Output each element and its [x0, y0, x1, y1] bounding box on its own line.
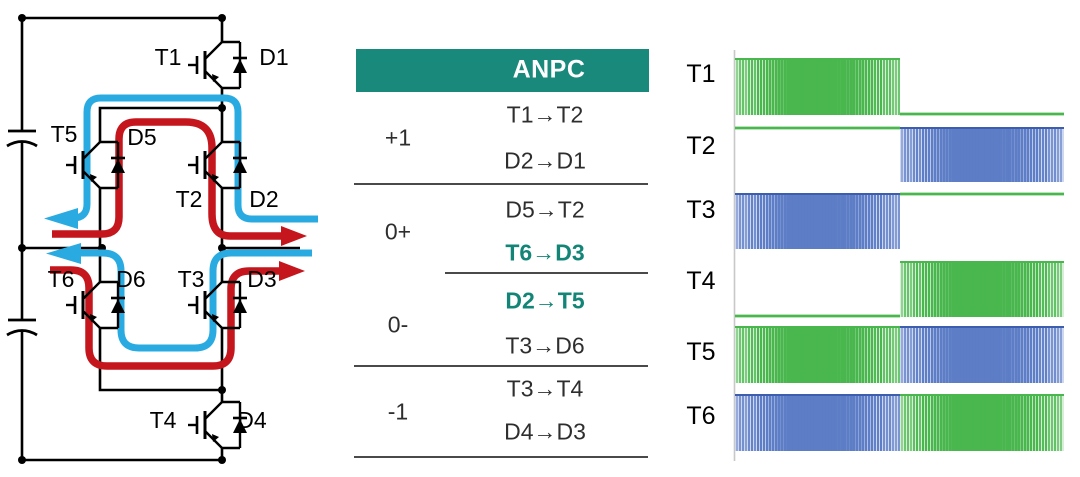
separator-line-partial	[445, 272, 648, 274]
label-D1: D1	[259, 44, 288, 70]
current-path-red-upper	[52, 118, 307, 246]
arrowhead-right-icon	[281, 226, 307, 246]
transition-row: T3→T4	[506, 375, 584, 402]
separator-line	[354, 183, 648, 185]
label-T4: T4	[150, 407, 177, 433]
arrowhead-left-icon	[44, 208, 78, 229]
state-label-0minus: 0-	[387, 311, 409, 338]
label-D6: D6	[116, 266, 145, 292]
transition-row: D2→D1	[504, 147, 586, 174]
label-D2: D2	[249, 186, 278, 212]
label-T6: T6	[48, 266, 75, 292]
transition-row: D5→T2	[505, 196, 585, 223]
table-header-bar	[356, 49, 649, 92]
current-path-blue-upper	[44, 94, 318, 229]
label-T3: T3	[178, 266, 205, 292]
state-label-0plus: 0+	[384, 218, 412, 245]
state-label-plus1: +1	[384, 124, 412, 151]
transition-row: T3→D6	[505, 332, 585, 359]
arrowhead-right-icon	[279, 261, 305, 281]
label-T2: T2	[176, 186, 203, 212]
junction-dots	[18, 14, 226, 464]
transition-row-highlighted: D2→T5	[505, 287, 585, 314]
igbt-diode-devices	[66, 40, 247, 450]
label-T1: T1	[155, 44, 182, 70]
arrowhead-left-icon	[46, 243, 81, 264]
table-header-title: ANPC	[512, 55, 586, 84]
waveform-label-T3: T3	[686, 196, 715, 224]
label-D3: D3	[247, 266, 276, 292]
waveform-label-T5: T5	[686, 338, 715, 366]
label-D5: D5	[127, 124, 156, 150]
waveform-label-T2: T2	[686, 132, 715, 160]
waveform-label-T4: T4	[686, 267, 715, 295]
switching-state-table: ANPC +1 0+ 0- -1 T1→T2 D2→D1 D5→T2 T6→D3…	[345, 0, 660, 477]
transition-row: T1→T2	[506, 101, 584, 128]
waveform-label-T6: T6	[686, 402, 715, 430]
circuit-diagram: T1 D1 T5 D5 T2 D2 T6 D6 T3 D3 T4 D4	[6, 14, 318, 464]
transition-row: D4→D3	[504, 418, 586, 445]
separator-line	[354, 456, 648, 458]
state-label-minus1: -1	[387, 398, 409, 425]
gate-signal-plot: T1 T2 T3 T4 T5 T6	[686, 50, 1064, 461]
separator-line	[354, 365, 648, 367]
waveform-label-T1: T1	[686, 60, 715, 88]
dc-link-capacitor-top	[6, 129, 38, 148]
waveform-bands	[735, 58, 1064, 451]
label-D4: D4	[237, 407, 267, 433]
transition-row-highlighted: T6→D3	[505, 239, 585, 266]
dc-link-capacitor-bottom	[6, 318, 38, 337]
current-path-blue-lower	[46, 243, 312, 352]
current-path-red-lower	[50, 261, 305, 370]
label-T5: T5	[51, 121, 78, 147]
